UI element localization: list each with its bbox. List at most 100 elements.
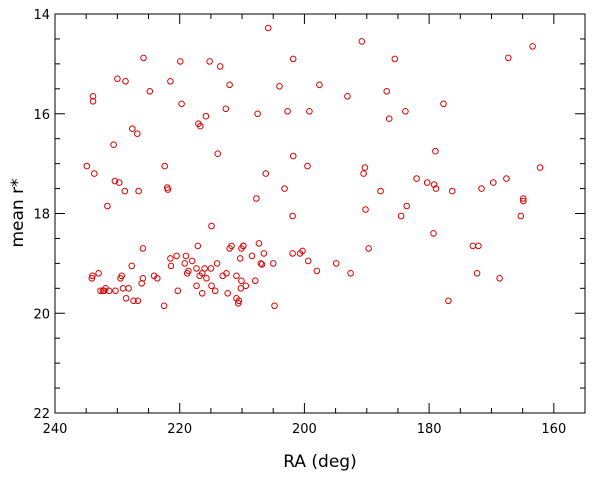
data-point <box>226 81 233 89</box>
data-point <box>276 83 283 90</box>
data-point <box>233 295 240 302</box>
data-point <box>520 197 527 205</box>
data-point <box>440 100 447 108</box>
data-point <box>284 108 291 115</box>
data-point <box>490 179 497 186</box>
data-point <box>289 152 297 160</box>
data-point <box>360 170 367 177</box>
data-point <box>236 255 244 262</box>
data-point <box>517 212 525 220</box>
data-point <box>198 290 206 297</box>
data-point <box>208 282 215 290</box>
data-point <box>102 285 109 292</box>
data-point <box>138 280 145 287</box>
data-point <box>304 162 311 170</box>
data-point <box>361 164 369 171</box>
data-point <box>121 187 129 195</box>
data-point <box>211 287 219 295</box>
data-point <box>430 230 437 237</box>
x-axis-title: RA (deg) <box>283 452 356 472</box>
data-point <box>344 93 351 100</box>
data-point <box>289 55 297 63</box>
data-point <box>164 186 172 193</box>
data-point <box>223 270 230 277</box>
data-point <box>182 252 190 260</box>
data-point <box>222 105 230 113</box>
data-point <box>128 262 135 270</box>
data-points <box>83 24 544 310</box>
data-point <box>193 282 200 290</box>
data-point <box>197 122 204 130</box>
data-point <box>296 250 304 257</box>
data-point <box>228 242 235 250</box>
data-point <box>358 38 366 45</box>
y-tick-label: 20 <box>33 307 50 322</box>
data-point <box>224 290 231 297</box>
data-point <box>332 260 340 267</box>
data-point <box>264 24 272 32</box>
data-point <box>130 297 137 305</box>
data-point <box>469 242 477 250</box>
data-point <box>134 297 142 305</box>
data-point <box>188 257 196 265</box>
data-point <box>362 206 369 213</box>
data-point <box>269 260 277 267</box>
plot-frame <box>54 13 586 414</box>
data-point <box>140 54 147 62</box>
data-point <box>262 170 270 177</box>
data-point <box>167 262 175 270</box>
data-point <box>214 150 221 157</box>
data-point <box>313 267 321 275</box>
data-point <box>248 252 256 260</box>
data-point <box>445 297 452 305</box>
data-point <box>432 147 439 155</box>
data-point <box>196 272 203 280</box>
data-point <box>125 285 132 292</box>
data-point <box>237 285 245 292</box>
data-point <box>213 260 221 267</box>
data-point <box>391 55 399 63</box>
data-point <box>251 277 259 285</box>
x-tick-label: 200 <box>292 422 317 437</box>
data-point <box>402 108 409 115</box>
y-tick-label: 18 <box>33 208 50 223</box>
data-point <box>89 98 97 105</box>
data-point <box>347 270 354 277</box>
data-point <box>181 260 188 267</box>
data-point <box>478 185 485 192</box>
data-point <box>202 112 210 120</box>
data-point <box>473 270 481 277</box>
data-point <box>385 115 393 122</box>
data-point <box>91 170 98 177</box>
data-point <box>207 265 215 272</box>
data-point <box>167 255 174 262</box>
data-point <box>146 88 154 95</box>
data-point <box>496 275 503 282</box>
data-point <box>203 275 210 282</box>
x-tick-label: 160 <box>541 422 566 437</box>
data-point <box>397 212 405 220</box>
data-point <box>316 81 323 89</box>
data-point <box>89 272 96 280</box>
data-point <box>139 245 147 252</box>
data-point <box>177 58 184 65</box>
data-point <box>135 187 142 195</box>
data-point <box>520 195 527 202</box>
data-point <box>304 257 312 265</box>
data-point <box>475 242 482 250</box>
data-point <box>306 108 313 115</box>
axis-ticks <box>54 13 586 414</box>
data-point <box>104 202 111 210</box>
data-point <box>505 54 512 62</box>
data-point <box>95 270 102 277</box>
data-point <box>254 110 261 118</box>
data-point <box>448 187 456 195</box>
data-point <box>503 175 510 182</box>
data-point <box>403 202 411 210</box>
x-tick-label: 240 <box>43 422 68 437</box>
data-point <box>83 162 91 170</box>
data-point <box>260 250 268 257</box>
data-point <box>413 175 420 182</box>
data-point <box>242 282 250 290</box>
